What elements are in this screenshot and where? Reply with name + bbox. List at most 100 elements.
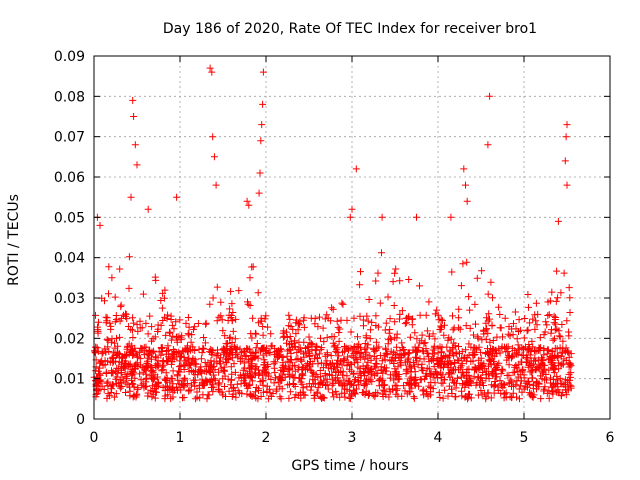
data-point <box>125 253 133 261</box>
data-point <box>345 344 353 352</box>
data-point <box>532 299 540 307</box>
data-point <box>491 378 499 385</box>
data-point <box>127 193 135 201</box>
data-point <box>114 349 122 357</box>
data-point <box>463 197 471 205</box>
data-point <box>152 353 159 361</box>
data-point <box>357 372 365 380</box>
data-point <box>470 331 477 339</box>
data-point <box>160 361 168 369</box>
data-point <box>553 352 561 360</box>
data-point <box>305 333 313 341</box>
data-point <box>339 300 347 308</box>
data-point <box>296 374 304 382</box>
data-point <box>485 362 492 370</box>
data-point <box>269 390 277 397</box>
data-point <box>564 347 571 355</box>
data-point <box>400 382 408 390</box>
axis-ticks: 0 0.01 0.02 0.03 0.04 0.05 0.06 0.07 0.08 0.09 0 1 2… <box>54 49 615 446</box>
data-point <box>413 213 420 221</box>
data-point <box>256 169 264 177</box>
data-point <box>495 345 503 353</box>
data-point <box>178 352 185 360</box>
data-point <box>300 391 308 399</box>
data-point <box>473 274 481 282</box>
data-point <box>289 325 297 333</box>
data-point <box>489 352 497 360</box>
data-point <box>267 392 275 400</box>
data-point <box>477 354 485 362</box>
data-point <box>191 371 199 379</box>
data-point <box>340 347 348 355</box>
data-point <box>531 311 539 319</box>
data-point <box>335 352 343 360</box>
data-point <box>315 350 323 358</box>
data-point <box>129 368 137 376</box>
data-point <box>344 353 352 361</box>
data-point <box>249 354 257 362</box>
data-point <box>215 379 223 387</box>
data-point <box>447 360 455 368</box>
data-point <box>514 368 522 376</box>
data-point <box>243 382 250 390</box>
y-axis-label: ROTI / TECUs <box>6 194 22 286</box>
data-point <box>340 376 348 384</box>
data-point <box>162 331 170 339</box>
data-point <box>411 368 419 376</box>
data-point <box>183 345 191 353</box>
data-point <box>180 374 188 382</box>
data-point <box>567 350 575 358</box>
data-point <box>484 329 492 337</box>
data-point <box>222 393 229 400</box>
data-point <box>430 363 438 371</box>
data-point <box>378 249 385 257</box>
data-point <box>382 319 390 327</box>
data-point <box>563 181 571 189</box>
data-point <box>205 391 213 399</box>
data-point <box>367 356 375 364</box>
data-point <box>487 355 495 363</box>
data-point <box>528 362 536 370</box>
data-point <box>374 269 382 277</box>
data-point <box>130 113 138 120</box>
data-point <box>506 332 514 340</box>
data-point <box>343 372 351 380</box>
data-point <box>379 390 387 398</box>
chart-title: Day 186 of 2020, Rate Of TEC Index for r… <box>163 21 537 37</box>
data-point <box>244 345 252 353</box>
data-point <box>270 360 278 368</box>
data-point <box>259 68 267 76</box>
data-point <box>109 353 117 361</box>
data-point <box>555 327 563 335</box>
data-point <box>203 395 211 403</box>
data-point <box>433 306 441 314</box>
data-point <box>245 201 253 209</box>
data-point <box>518 344 526 352</box>
data-point <box>459 368 467 376</box>
data-point <box>309 372 317 380</box>
data-point <box>357 268 364 276</box>
data-point <box>283 352 291 360</box>
y-tick-label: 0.06 <box>54 170 85 186</box>
data-point <box>533 364 541 372</box>
data-point <box>187 338 195 346</box>
x-tick-label: 1 <box>176 430 185 446</box>
data-point <box>548 348 556 356</box>
data-point <box>286 333 294 340</box>
data-point <box>158 304 166 312</box>
data-point <box>99 360 107 368</box>
data-point <box>92 311 99 319</box>
data-point <box>251 363 259 371</box>
data-point <box>348 205 356 213</box>
data-point <box>212 352 220 360</box>
data-point <box>138 345 146 353</box>
data-point <box>329 379 337 387</box>
data-point <box>243 197 251 205</box>
data-point <box>362 387 370 395</box>
data-point <box>496 349 504 357</box>
data-point <box>267 330 275 338</box>
data-point <box>484 317 492 325</box>
data-point <box>300 350 307 358</box>
data-point <box>168 375 176 383</box>
data-point <box>385 329 393 337</box>
